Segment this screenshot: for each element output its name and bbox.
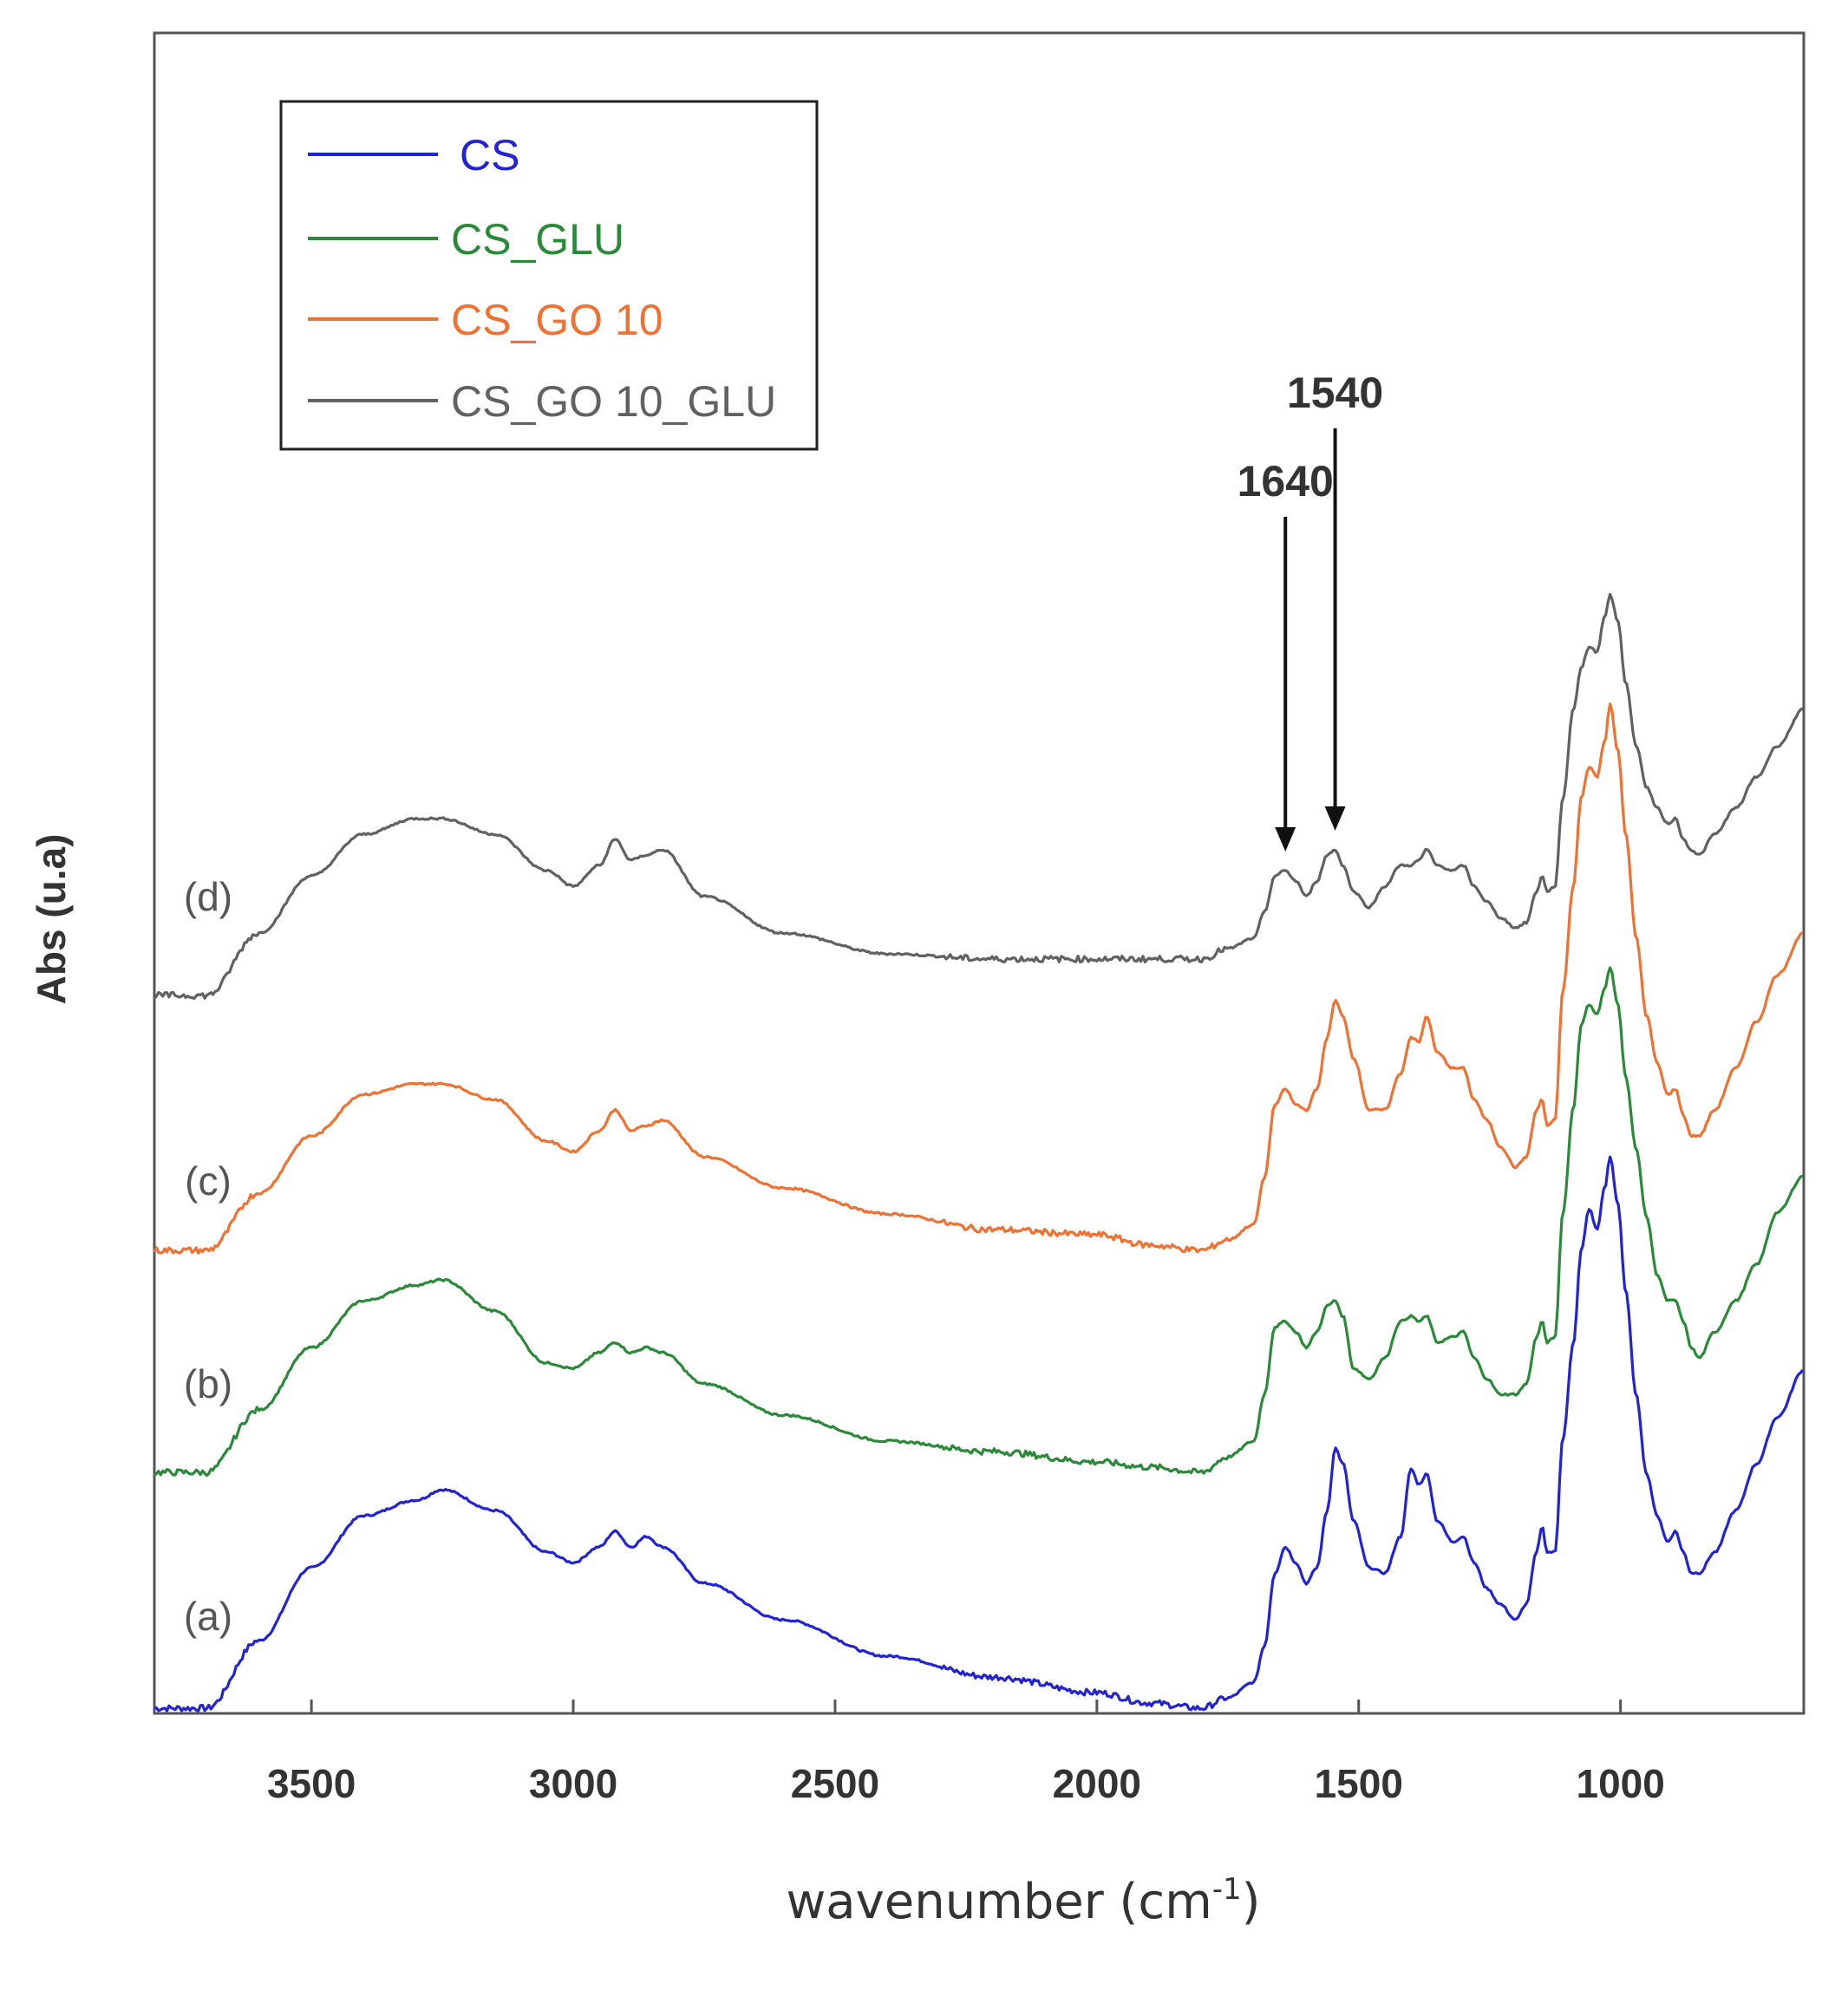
legend-label-cs-go-10: CS_GO 10 [451,296,663,344]
series-label-a: (a) [184,1594,232,1639]
x-axis-title-main: wavenumber (cm [786,1874,1211,1930]
x-tick-label-1500: 1500 [1315,1761,1403,1806]
annotation-arrowhead-1640 [1275,827,1296,851]
annotation-label-1640: 1640 [1237,457,1334,506]
x-tick-label-1000: 1000 [1576,1761,1664,1806]
x-tick-label-3000: 3000 [529,1761,617,1806]
series-labels: (a) (b) (c) (d) [184,874,232,1639]
x-axis-title: wavenumber (cm-1) [786,1872,1260,1930]
series-label-c: (c) [185,1158,232,1204]
x-tick-label-3500: 3500 [267,1761,356,1806]
legend-label-cs-glu: CS_GLU [451,215,624,264]
x-axis: 3500 3000 2500 2000 1500 1000 [267,1700,1665,1806]
series-line-cs-go-10 [153,702,1804,1255]
legend-box [279,100,819,451]
series-layer [153,592,1805,1713]
series-label-b: (b) [184,1361,232,1406]
x-axis-title-tail: ) [1242,1874,1261,1930]
series-label-d: (d) [184,874,232,919]
annotations: 1640 1540 [1237,369,1383,851]
plot-frame [153,31,1806,1715]
x-axis-title-sup: -1 [1212,1872,1242,1907]
legend-label-cs: CS [460,131,519,179]
x-tick-label-2500: 2500 [791,1761,879,1806]
legend: CS CS_GLU CS_GO 10 CS_GO 10_GLU [279,100,819,451]
y-axis-title: Abs (u.a) [29,834,74,1005]
legend-label-cs-go-10-glu: CS_GO 10_GLU [451,377,776,426]
series-line-cs-go-10-glu [153,592,1804,1001]
series-line-cs-glu [153,966,1804,1478]
x-tick-label-2000: 2000 [1053,1761,1141,1806]
annotation-label-1540: 1540 [1287,369,1383,417]
annotation-arrowhead-1540 [1324,806,1346,831]
series-line-cs [153,1155,1805,1713]
